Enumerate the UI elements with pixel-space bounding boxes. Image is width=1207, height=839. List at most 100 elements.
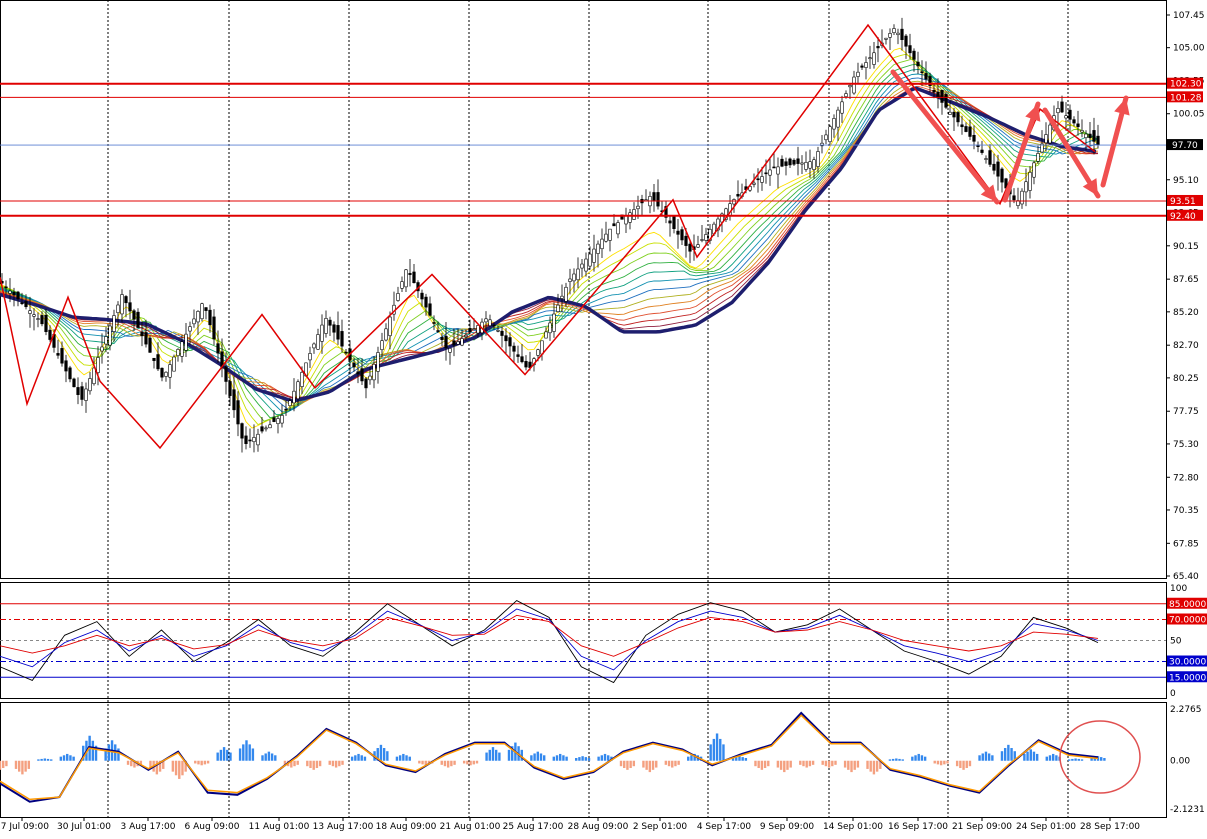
candle-body	[104, 336, 108, 345]
osc-histogram-bar	[651, 760, 655, 770]
osc-histogram-bar	[565, 756, 568, 761]
osc-histogram-bar	[783, 760, 786, 773]
candle-body	[384, 328, 388, 341]
candle-body	[988, 150, 992, 165]
osc-histogram-bar	[62, 755, 66, 761]
osc-histogram-bar	[219, 749, 223, 761]
candle-body	[964, 126, 968, 132]
ribbon-ma-line	[0, 53, 1099, 426]
candle-body	[288, 400, 292, 407]
osc-histogram-bar	[386, 751, 389, 761]
osc-histogram-bar	[14, 760, 18, 769]
osc-histogram-bar	[869, 760, 872, 772]
candle-body	[1036, 153, 1040, 162]
candle-body	[956, 112, 960, 123]
x-tick-label: 18 Aug 09:00	[376, 822, 437, 832]
osc-histogram-bar	[1048, 755, 1052, 761]
candle-body	[252, 437, 256, 443]
candle-body	[488, 319, 492, 327]
candle-body	[396, 293, 400, 301]
candle-body	[224, 366, 228, 382]
candle-body	[588, 253, 592, 267]
candle-body	[872, 52, 876, 65]
osc-histogram-bar	[559, 753, 562, 761]
candle-body	[824, 134, 828, 141]
arrow-down-2	[1042, 107, 1101, 199]
osc-histogram-bar	[1051, 753, 1055, 761]
candle-body	[844, 93, 848, 97]
x-tick-label: 24 Sep 01:00	[1016, 822, 1076, 832]
osc-histogram-bar	[398, 755, 402, 761]
candle-body	[876, 46, 880, 49]
candle-body	[952, 111, 956, 118]
candle-body	[560, 295, 564, 299]
candle-body	[1060, 101, 1064, 113]
osc-histogram-bar	[1029, 749, 1032, 761]
candle-body	[828, 126, 832, 143]
candle-body	[200, 303, 204, 320]
candle-body	[868, 57, 872, 60]
x-tick-label: 30 Jul 01:00	[57, 822, 111, 832]
osc-histogram-bar	[677, 760, 680, 765]
candle-body	[440, 337, 444, 340]
osc-histogram-bar	[40, 758, 43, 761]
osc-histogram-bar	[831, 760, 834, 767]
candle-body	[600, 238, 604, 250]
stoch-level-box	[1167, 655, 1207, 667]
osc-histogram-bar	[536, 751, 539, 761]
candle-body	[764, 172, 768, 175]
osc-histogram-bar	[440, 760, 443, 765]
candle-body	[140, 331, 144, 337]
x-tick-label: 11 Aug 01:00	[249, 822, 310, 832]
osc-histogram-bar	[895, 758, 898, 761]
candle-body	[300, 371, 304, 387]
candle-body	[72, 378, 76, 388]
candle-body	[40, 315, 44, 325]
candle-body	[124, 296, 128, 304]
osc-histogram-bar	[5, 760, 8, 767]
candle-body	[60, 348, 64, 364]
osc-histogram-bar	[117, 748, 120, 761]
candle-body	[680, 229, 684, 241]
candle-body	[700, 239, 704, 241]
osc-histogram-bar	[270, 753, 274, 761]
osc-histogram-bar	[184, 760, 187, 772]
x-tick-label: 27 Jul 09:00	[0, 822, 49, 832]
arrow-up-2-head	[1114, 98, 1130, 116]
osc-histogram-bar	[283, 760, 287, 765]
candle-body	[672, 214, 676, 229]
candle-body	[816, 151, 820, 167]
candle-body	[1056, 108, 1060, 114]
candle-body	[92, 367, 96, 385]
candle-body	[472, 328, 476, 330]
osc-histogram-bar	[943, 760, 946, 765]
candle-body	[332, 324, 336, 333]
candle-body	[456, 341, 460, 345]
candle-body	[452, 340, 456, 346]
candle-body	[820, 142, 824, 147]
candle-body	[604, 233, 608, 242]
osc-histogram-bar	[94, 745, 98, 761]
candle-body	[840, 101, 844, 114]
osc-histogram-bar	[632, 760, 636, 767]
candle-body	[1088, 133, 1092, 139]
osc-histogram-bar	[533, 753, 536, 761]
osc-histogram-bar	[872, 760, 876, 775]
candle-body	[436, 330, 440, 332]
candle-body	[188, 326, 192, 332]
candle-body	[8, 290, 12, 294]
osc-histogram-bar	[1071, 758, 1074, 761]
osc-histogram-bar	[584, 757, 588, 761]
osc-histogram-bar	[306, 760, 309, 767]
candle-body	[520, 356, 524, 363]
osc-histogram-bar	[827, 760, 831, 768]
arrow-down-2-head	[1082, 178, 1098, 196]
osc-histogram-bar	[203, 760, 207, 765]
osc-histogram-bar	[405, 755, 408, 761]
osc-histogram-bar	[923, 756, 927, 761]
osc-histogram-bar	[581, 756, 584, 761]
osc-line	[0, 711, 1099, 803]
candle-body	[76, 387, 80, 395]
osc-histogram-bar	[917, 753, 920, 761]
